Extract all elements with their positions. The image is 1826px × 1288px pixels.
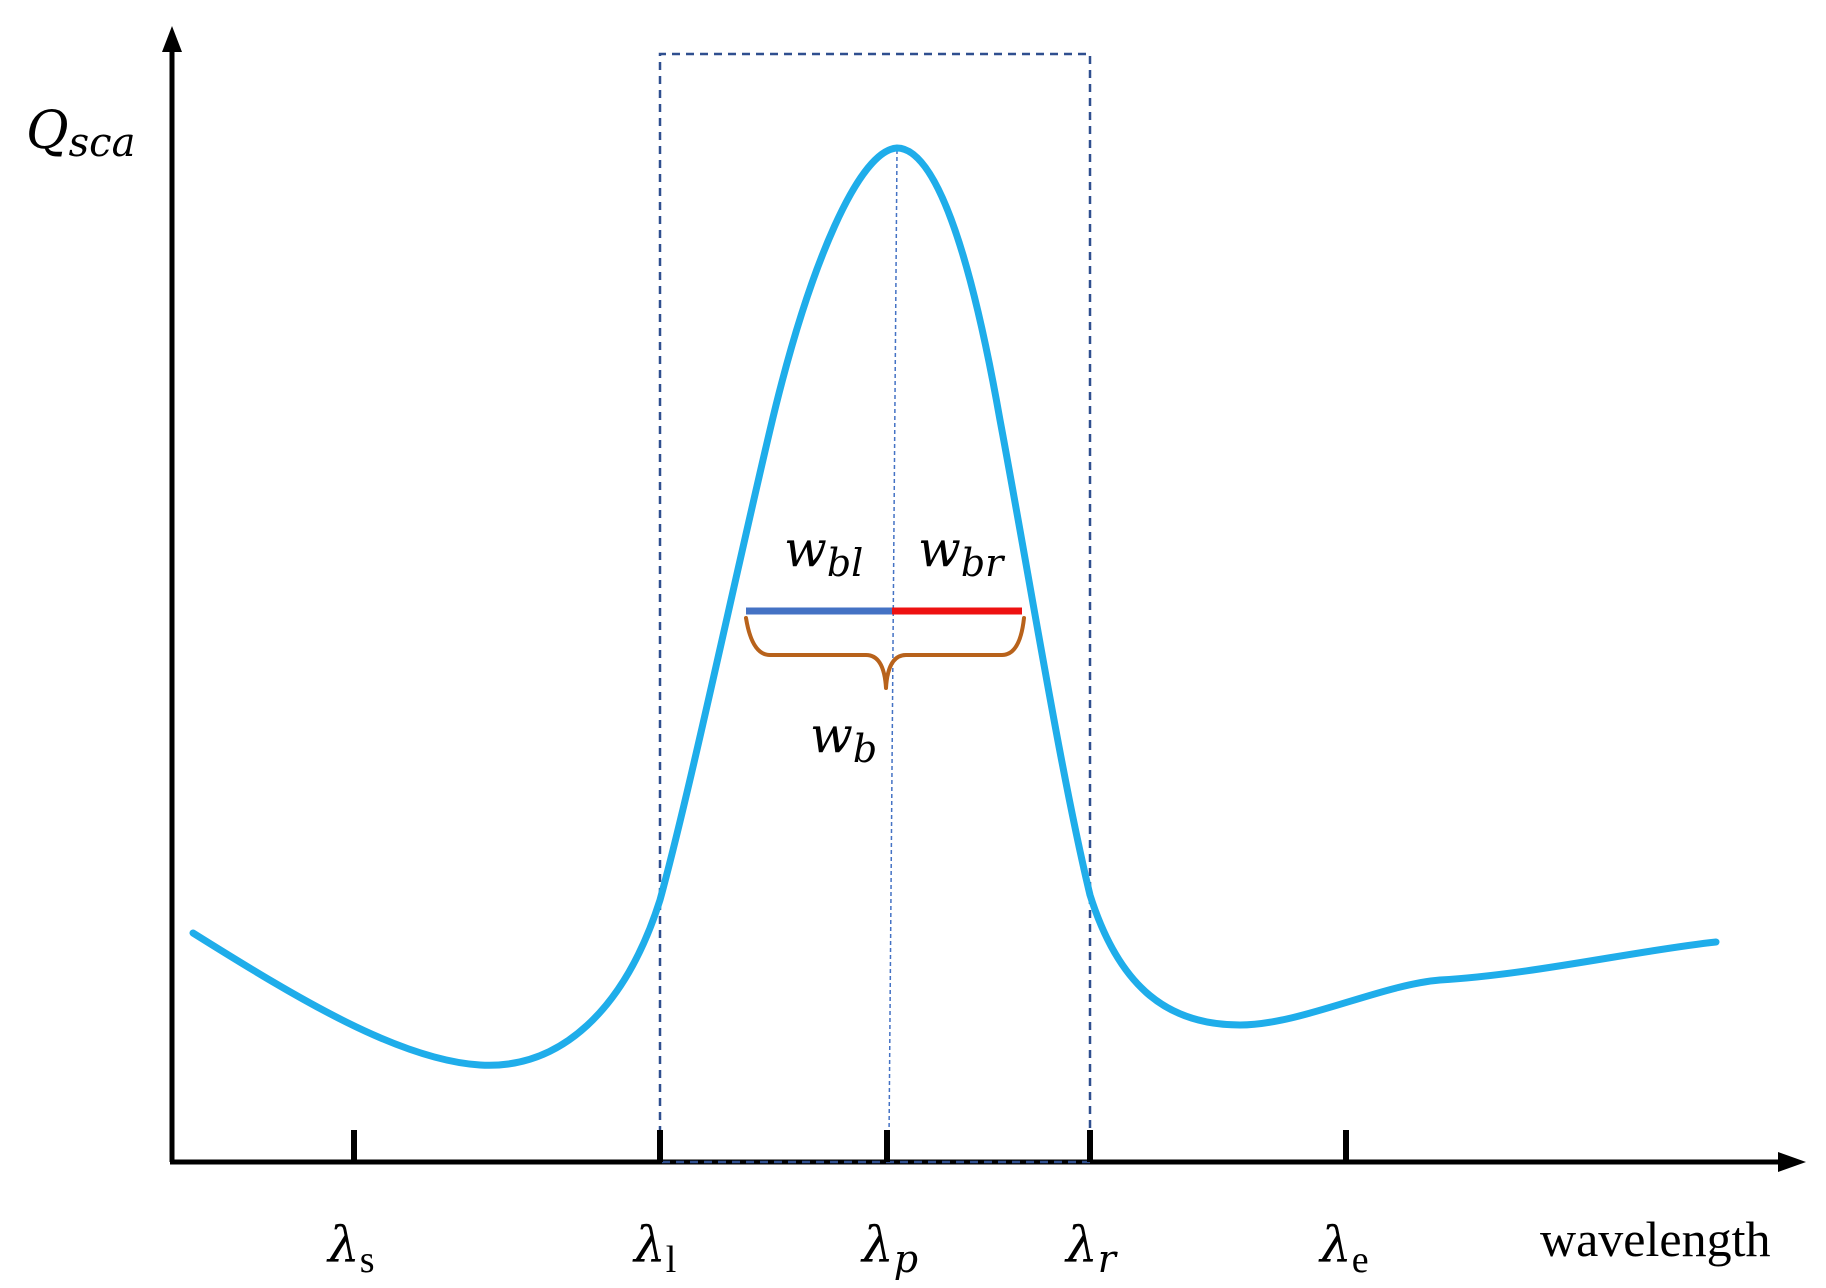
tick-label-s: λs: [326, 1216, 375, 1281]
y-axis-label: Qsca: [26, 101, 135, 166]
label-w-b: wb: [810, 706, 877, 771]
x-axis-arrowhead: [1778, 1152, 1806, 1172]
resonance-region-box: [658, 52, 1092, 1164]
tick-label-p: λp: [860, 1216, 918, 1281]
scattering-curve: [189, 144, 1720, 1069]
tick-label-l: λl: [632, 1216, 676, 1281]
peak-center-line: [888, 149, 898, 1141]
label-w-bl: wbl: [784, 520, 863, 585]
tick-label-r: λr: [1064, 1216, 1119, 1281]
label-w-br: wbr: [918, 520, 1006, 585]
y-axis-arrowhead: [162, 26, 182, 52]
full-width-brace: [744, 616, 1026, 690]
x-axis-label: wavelength: [1540, 1211, 1770, 1267]
tick-label-e: λe: [1318, 1216, 1369, 1281]
